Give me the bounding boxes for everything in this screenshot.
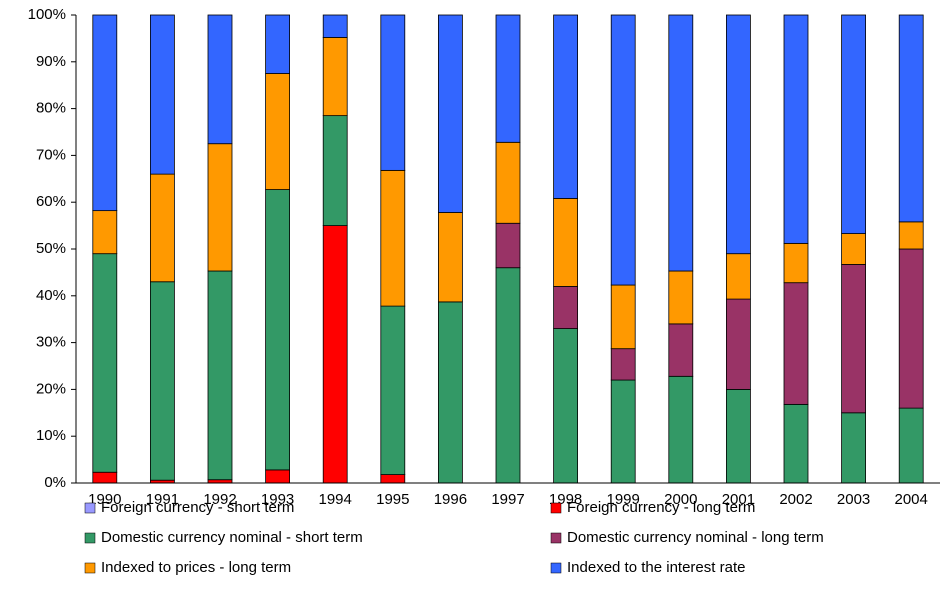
bar-segment [841, 233, 866, 265]
legend-label: Foreign currency - short term [101, 499, 294, 516]
y-tick-label: 90% [36, 53, 66, 70]
bar-segment [207, 143, 233, 272]
bar-segment [207, 14, 233, 145]
bar-segment [726, 388, 751, 484]
x-tick-label: 1999 [607, 491, 640, 508]
legend-swatch [84, 562, 96, 574]
bar-segment [841, 264, 866, 414]
legend-label: Domestic currency nominal - long term [567, 529, 824, 546]
bar-segment [610, 14, 636, 286]
bar-segment [898, 221, 924, 250]
bar-segment [841, 14, 866, 234]
x-tick-label: 1994 [319, 491, 352, 508]
bar-segment [898, 248, 924, 409]
bar-segment [149, 281, 175, 481]
bar-segment [553, 14, 578, 199]
bar-segment [553, 198, 578, 287]
bar-segment [553, 328, 578, 484]
bar-segment [265, 469, 291, 484]
bar-segment [322, 37, 348, 117]
legend-label: Domestic currency nominal - short term [101, 529, 363, 546]
bar-segment [726, 298, 751, 390]
y-tick-label: 60% [36, 193, 66, 210]
y-tick-label: 40% [36, 287, 66, 304]
legend-label: Indexed to the interest rate [567, 559, 745, 576]
bar-segment [437, 301, 463, 484]
bar-segment [495, 14, 521, 143]
legend-swatch [550, 532, 562, 544]
bar-segment [92, 210, 118, 255]
bar-segment [610, 348, 636, 381]
bar-segment [92, 14, 118, 212]
x-tick-label: 1991 [146, 491, 179, 508]
y-tick-label: 50% [36, 240, 66, 257]
y-tick-label: 20% [36, 380, 66, 397]
bar-segment [495, 141, 521, 224]
bar-segment [380, 305, 406, 475]
bar-segment [149, 14, 175, 175]
bar-segment [898, 14, 924, 223]
x-tick-label: 2002 [779, 491, 812, 508]
bar-segment [726, 253, 751, 300]
legend-swatch [84, 532, 96, 544]
bar-segment [610, 284, 636, 350]
bar-segment [495, 267, 521, 484]
legend-swatch [550, 502, 562, 514]
bar-segment [380, 169, 406, 307]
bar-segment [610, 379, 636, 484]
bar-segment [495, 222, 521, 269]
bar-segment [380, 14, 406, 171]
bar-segment [668, 323, 694, 377]
legend-label: Foreign currency - long term [567, 499, 755, 516]
x-tick-label: 1992 [203, 491, 236, 508]
bar-segment [668, 270, 694, 325]
bar-segment [265, 73, 291, 190]
bar-segment [380, 474, 406, 484]
bar-segment [322, 225, 348, 484]
bar-segment [783, 282, 809, 405]
legend-label: Indexed to prices - long term [101, 559, 291, 576]
legend-swatch [550, 562, 562, 574]
x-tick-label: 2004 [895, 491, 928, 508]
x-tick-label: 1995 [376, 491, 409, 508]
bar-segment [668, 375, 694, 484]
y-tick-label: 80% [36, 100, 66, 117]
bar-segment [322, 14, 348, 38]
y-tick-label: 30% [36, 334, 66, 351]
x-tick-label: 1990 [88, 491, 121, 508]
x-tick-label: 1997 [491, 491, 524, 508]
y-tick-label: 70% [36, 146, 66, 163]
bar-segment [92, 471, 118, 484]
x-tick-label: 1996 [434, 491, 467, 508]
bar-segment [841, 412, 866, 484]
bar-segment [437, 212, 463, 303]
bar-segment [553, 286, 578, 329]
bar-segment [783, 242, 809, 284]
bar-segment [668, 14, 694, 272]
legend-swatch [84, 502, 96, 514]
bar-segment [322, 115, 348, 227]
bar-segment [726, 14, 751, 255]
bar-segment [265, 14, 291, 74]
bar-segment [265, 189, 291, 471]
y-tick-label: 0% [44, 474, 66, 491]
bar-segment [783, 14, 809, 244]
x-tick-label: 2001 [722, 491, 755, 508]
x-tick-label: 2000 [664, 491, 697, 508]
x-tick-label: 2003 [837, 491, 870, 508]
bar-segment [149, 173, 175, 283]
bar-segment [898, 407, 924, 484]
bar-segment [92, 253, 118, 473]
y-tick-label: 10% [36, 427, 66, 444]
bar-segment [783, 403, 809, 484]
bar-segment [437, 14, 463, 213]
y-tick-label: 100% [28, 6, 66, 23]
x-tick-label: 1993 [261, 491, 294, 508]
bar-segment [207, 270, 233, 481]
